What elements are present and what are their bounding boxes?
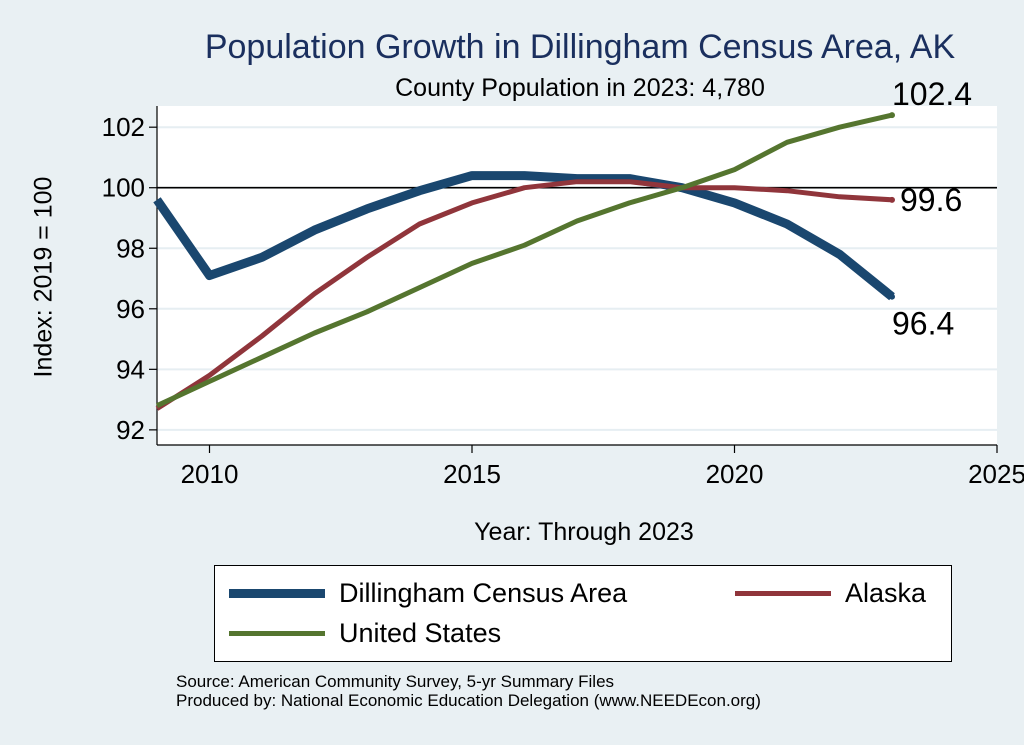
- end-label-0: 96.4: [892, 306, 954, 342]
- x-tick-label: 2025: [968, 459, 1024, 489]
- legend-swatch-dillingham: [229, 589, 325, 598]
- y-tick-label: 96: [116, 294, 145, 324]
- y-tick-label: 92: [116, 415, 145, 445]
- y-tick-label: 102: [102, 112, 145, 142]
- legend: Dillingham Census Area Alaska United Sta…: [214, 565, 952, 662]
- source-note: Source: American Community Survey, 5-yr …: [176, 672, 761, 710]
- legend-swatch-alaska: [735, 591, 831, 596]
- legend-label-united-states: United States: [339, 618, 502, 648]
- producer-line: Produced by: National Economic Education…: [176, 691, 761, 710]
- series-line-1: [155, 179, 893, 411]
- x-tick-label: 2020: [706, 459, 764, 489]
- x-tick-label: 2015: [443, 459, 501, 489]
- legend-label-alaska: Alaska: [845, 578, 927, 608]
- plot-area: 92 94 96 98 100 102 2010 2015 2020 2025 96.4 99.6 1…: [102, 76, 1024, 489]
- legend-label-dillingham: Dillingham Census Area: [339, 578, 628, 608]
- legend-item-dillingham: Dillingham Census Area: [229, 578, 627, 609]
- chart-subtitle: County Population in 2023: 4,780: [395, 74, 765, 102]
- chart-title: Population Growth in Dillingham Census A…: [204, 28, 956, 66]
- series-line-2: [155, 112, 893, 408]
- series-endpoint-1: [889, 196, 895, 203]
- y-tick-label: 94: [116, 354, 145, 384]
- series-line-0: [153, 171, 895, 301]
- legend-swatch-united-states: [229, 631, 325, 636]
- legend-item-alaska: Alaska: [735, 578, 926, 609]
- y-tick-label: 98: [116, 233, 145, 263]
- y-tick-label: 100: [102, 173, 145, 203]
- x-tick-label: 2010: [181, 459, 239, 489]
- plot-background: [157, 106, 997, 445]
- series-endpoint-0: [889, 293, 895, 300]
- end-label-1: 99.6: [900, 182, 962, 218]
- series-endpoint-2: [889, 112, 895, 119]
- source-line: Source: American Community Survey, 5-yr …: [176, 672, 615, 691]
- x-axis-label: Year: Through 2023: [474, 518, 694, 546]
- legend-item-united-states: United States: [229, 618, 501, 649]
- end-label-2: 102.4: [892, 76, 972, 112]
